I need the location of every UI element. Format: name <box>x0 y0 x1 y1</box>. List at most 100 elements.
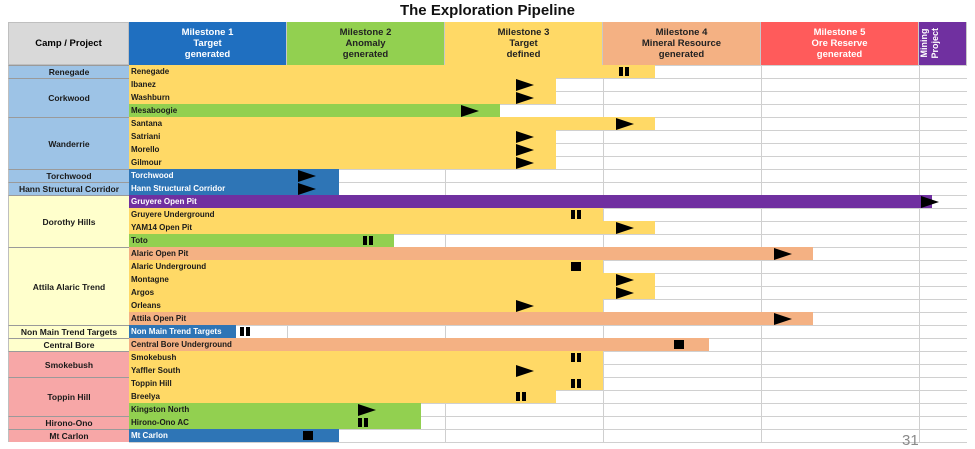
project-bar <box>129 195 932 208</box>
project-bar <box>129 143 556 156</box>
stop-icon <box>302 431 313 440</box>
project-label: Renegade <box>131 67 170 76</box>
milestone-header-line: Milestone 2 <box>339 27 392 38</box>
camp-label: Wanderrie <box>8 117 129 169</box>
milestone-header-line: Ore Reserve <box>811 38 868 49</box>
milestone-header-line: generated <box>184 49 231 60</box>
project-bar <box>129 169 340 182</box>
project-label: Alaric Open Pit <box>131 249 189 258</box>
project-bar <box>129 273 656 286</box>
project-bar <box>129 416 422 429</box>
project-bar <box>129 377 603 390</box>
milestone-header-line: Milestone 5 <box>813 27 866 38</box>
camp-label: Hirono-Ono <box>8 416 129 429</box>
pause-icon <box>239 327 250 336</box>
row-separator <box>129 403 967 404</box>
project-label: Toto <box>131 236 148 245</box>
milestone-header-line: defined <box>506 49 541 60</box>
project-bar <box>129 130 556 143</box>
milestone-header-line: Mining <box>919 29 929 58</box>
project-label: Attila Open Pit <box>131 314 187 323</box>
row-separator <box>129 234 967 235</box>
advance-flag-icon <box>358 403 377 416</box>
project-bar <box>129 247 814 260</box>
camp-label: Torchwood <box>8 169 129 182</box>
row-separator <box>129 182 967 183</box>
pause-icon <box>516 392 527 401</box>
row-separator <box>129 104 967 105</box>
milestone-gridline <box>919 65 920 443</box>
milestone-header-4: Milestone 4 Mineral Resource generated <box>603 22 761 65</box>
milestone-header-line: Target <box>509 38 538 49</box>
project-label: Gruyere Underground <box>131 210 215 219</box>
row-separator <box>129 442 967 443</box>
stop-icon <box>571 262 582 271</box>
milestone-header-2: Milestone 2 Anomaly generated <box>287 22 445 65</box>
project-bar <box>129 312 814 325</box>
stop-icon <box>674 340 685 349</box>
advance-flag-icon <box>516 130 535 143</box>
project-bar <box>129 234 395 247</box>
camp-label: Renegade <box>8 65 129 78</box>
milestone-header-3: Milestone 3 Target defined <box>445 22 603 65</box>
project-bar <box>129 156 556 169</box>
project-bar <box>129 351 603 364</box>
milestone-header-line: Mineral Resource <box>641 38 722 49</box>
pause-icon <box>571 379 582 388</box>
project-bar <box>129 260 603 273</box>
project-label: Ibanez <box>131 80 156 89</box>
camp-label: Hann Structural Corridor <box>8 182 129 195</box>
page-number: 31 <box>902 432 919 449</box>
milestone-header-line: generated <box>816 49 863 60</box>
project-label: Satriani <box>131 132 161 141</box>
advance-flag-icon <box>921 195 940 208</box>
row-separator <box>129 169 967 170</box>
row-separator <box>129 429 967 430</box>
pause-icon <box>571 353 582 362</box>
milestone-header-line: Anomaly <box>345 38 386 49</box>
project-label: Orleans <box>131 301 161 310</box>
advance-flag-icon <box>615 286 634 299</box>
project-label: Breelya <box>131 392 160 401</box>
advance-flag-icon <box>516 91 535 104</box>
pause-icon <box>362 236 373 245</box>
milestone-header-6: Mining Project <box>919 22 967 65</box>
camp-label: Toppin Hill <box>8 377 129 416</box>
milestone-header-line: generated <box>658 49 705 60</box>
project-label: Montagne <box>131 275 169 284</box>
project-label: Mesaboogie <box>131 106 178 115</box>
milestone-header-line: Project <box>930 28 940 59</box>
milestone-header-line: Milestone 1 <box>181 27 234 38</box>
project-bar <box>129 390 556 403</box>
project-label: Central Bore Underground <box>131 340 232 349</box>
advance-flag-icon <box>516 143 535 156</box>
advance-flag-icon <box>460 104 479 117</box>
project-bar <box>129 104 501 117</box>
project-bar <box>129 364 603 377</box>
project-bar <box>129 91 556 104</box>
project-bar <box>129 208 603 221</box>
project-bar <box>129 65 656 78</box>
camp-label: Non Main Trend Targets <box>8 325 129 338</box>
project-label: Alaric Underground <box>131 262 207 271</box>
milestone-header-line: Milestone 3 <box>497 27 550 38</box>
project-label: Gilmour <box>131 158 162 167</box>
project-bar <box>129 429 340 442</box>
project-label: Smokebush <box>131 353 177 362</box>
project-label: YAM14 Open Pit <box>131 223 193 232</box>
pause-icon <box>571 210 582 219</box>
project-label: Morello <box>131 145 160 154</box>
project-label: Kingston North <box>131 405 190 414</box>
project-label: Santana <box>131 119 163 128</box>
advance-flag-icon <box>615 221 634 234</box>
chart-title: The Exploration Pipeline <box>399 2 576 19</box>
camp-label: Attila Alaric Trend <box>8 247 129 325</box>
project-label: Hann Structural Corridor <box>131 184 226 193</box>
project-bar <box>129 325 237 338</box>
milestone-header-line: generated <box>342 49 389 60</box>
advance-flag-icon <box>615 117 634 130</box>
project-label: Torchwood <box>131 171 174 180</box>
row-separator <box>129 416 967 417</box>
camp-label: Central Bore <box>8 338 129 351</box>
camp-label: Dorothy Hills <box>8 195 129 247</box>
